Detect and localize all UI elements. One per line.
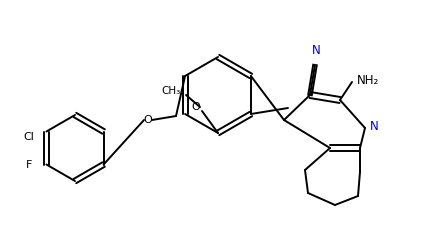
Text: O: O [144,115,152,125]
Text: CH₃: CH₃ [162,86,181,96]
Text: N: N [312,44,320,57]
Text: N: N [370,120,379,133]
Text: O: O [191,102,200,112]
Text: NH₂: NH₂ [357,74,379,87]
Text: Cl: Cl [24,133,34,142]
Text: F: F [26,160,32,169]
